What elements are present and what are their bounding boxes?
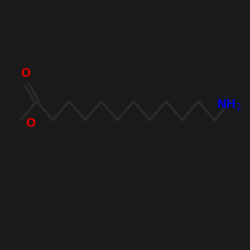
Text: O: O [25,117,35,130]
Text: O: O [21,67,31,80]
Text: NH$_2$: NH$_2$ [216,98,242,112]
